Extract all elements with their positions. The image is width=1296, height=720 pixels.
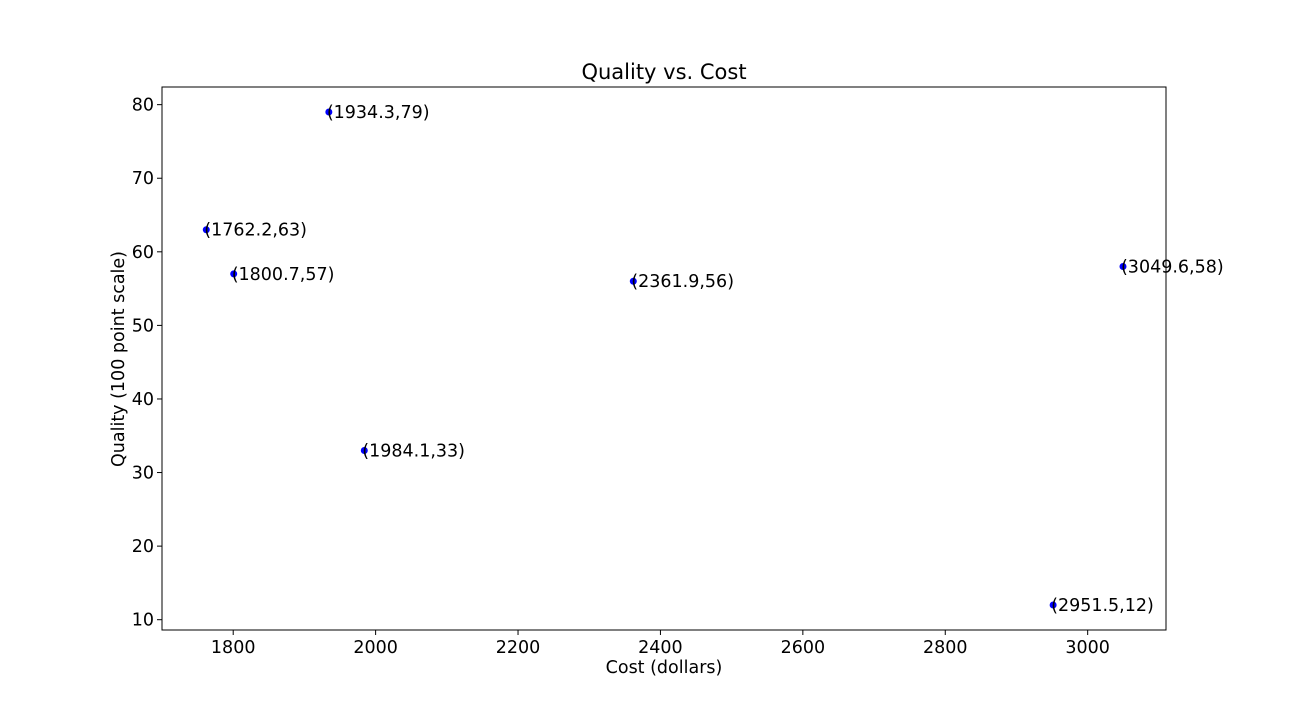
data-point xyxy=(1049,601,1057,609)
x-tick-label: 2200 xyxy=(496,638,541,658)
y-axis: 10 20 30 40 50 60 70 80 xyxy=(132,96,162,631)
x-tick-label: 3000 xyxy=(1065,638,1110,658)
x-tick-label: 1800 xyxy=(211,638,256,658)
chart-title: Quality vs. Cost xyxy=(581,60,746,84)
data-point-label: (2361.9,56) xyxy=(631,272,734,292)
x-tick-label: 2600 xyxy=(781,638,826,658)
y-tick-label: 80 xyxy=(132,96,154,116)
data-point-label: (1762.2,63) xyxy=(204,221,307,241)
x-tick-label: 2000 xyxy=(353,638,398,658)
data-point-label: (1800.7,57) xyxy=(232,265,335,285)
x-axis: 1800 2000 2200 2400 2600 2800 3000 xyxy=(211,630,1110,658)
y-tick-label: 50 xyxy=(132,316,154,336)
data-point-label: (3049.6,58) xyxy=(1121,258,1224,278)
data-point-label: (1934.3,79) xyxy=(327,103,430,123)
x-tick-label: 2400 xyxy=(638,638,683,658)
plot-area xyxy=(161,86,1167,631)
y-tick-label: 20 xyxy=(132,537,154,557)
y-tick-label: 40 xyxy=(132,390,154,410)
y-tick-label: 60 xyxy=(132,243,154,263)
data-point-label: (1984.1,33) xyxy=(362,441,465,461)
data-point xyxy=(1119,263,1127,271)
data-points: (1934.3,79) (1762.2,63) (1800.7,57) (2361.9… xyxy=(202,103,1224,616)
data-point xyxy=(202,226,210,234)
data-point xyxy=(629,277,637,285)
x-tick-label: 2800 xyxy=(923,638,968,658)
y-tick-label: 10 xyxy=(132,611,154,631)
data-point-label: (2951.5,12) xyxy=(1051,596,1154,616)
y-tick-label: 30 xyxy=(132,464,154,484)
y-axis-label: Quality (100 point scale) xyxy=(109,251,129,467)
x-axis-label: Cost (dollars) xyxy=(606,658,723,678)
data-point xyxy=(230,270,238,278)
y-tick-label: 70 xyxy=(132,169,154,189)
data-point xyxy=(360,446,368,454)
data-point xyxy=(325,108,333,116)
